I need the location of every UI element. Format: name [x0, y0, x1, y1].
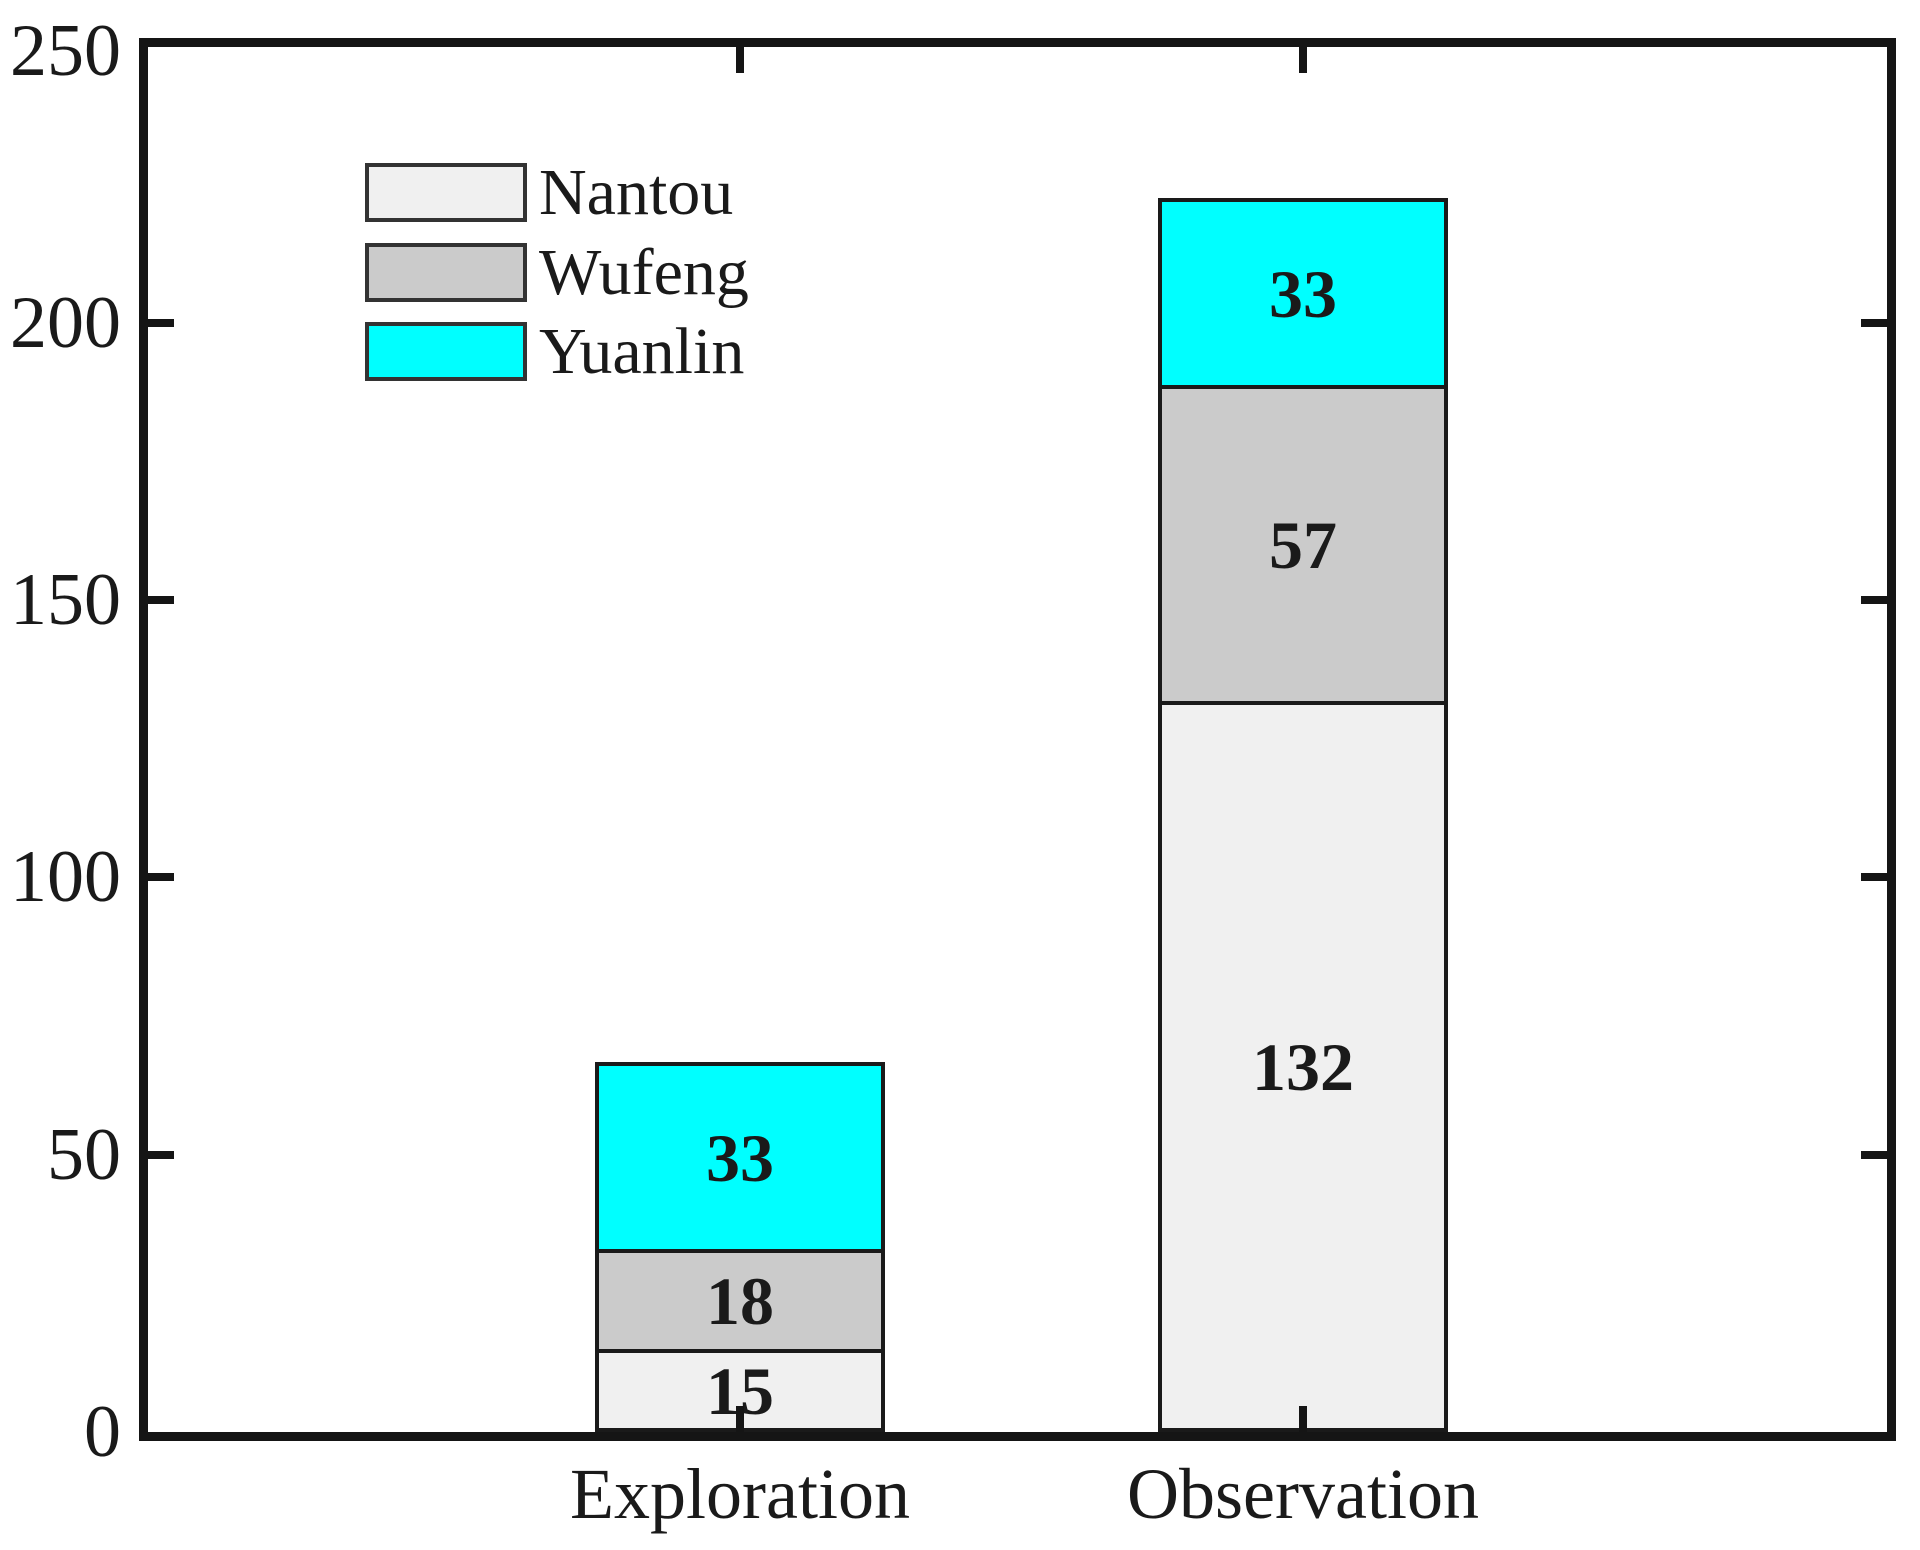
x-tick-bottom-observation: [1299, 1406, 1307, 1432]
bar-segment-observation-nantou: 132: [1162, 701, 1444, 1428]
y-tick-label-100: 100: [10, 836, 121, 918]
bar-observation: 33 57 132: [1158, 198, 1448, 1432]
x-tick-top-exploration: [736, 47, 744, 73]
bar-segment-observation-wufeng: 57: [1162, 385, 1444, 701]
y-tick-label-0: 0: [84, 1391, 121, 1473]
bar-segment-exploration-yuanlin: 33: [599, 1066, 881, 1249]
bar-value-label: 57: [1269, 507, 1337, 583]
x-tick-label-observation: Observation: [1127, 1454, 1479, 1534]
legend-label-nantou: Nantou: [539, 155, 734, 229]
bar-value-label: 18: [706, 1263, 774, 1339]
x-tick-label-exploration: Exploration: [570, 1454, 910, 1534]
bar-segment-exploration-wufeng: 18: [599, 1249, 881, 1349]
bar-value-label: 33: [706, 1119, 774, 1196]
y-tick-right-150: [1861, 596, 1887, 604]
legend-swatch-yuanlin: [365, 322, 527, 381]
y-tick-right-200: [1861, 319, 1887, 327]
legend-row-wufeng: Wufeng: [365, 239, 749, 305]
y-tick-right-50: [1861, 1151, 1887, 1159]
y-tick-left-50: [148, 1151, 174, 1159]
legend-label-yuanlin: Yuanlin: [539, 314, 745, 388]
bar-value-label: 33: [1269, 255, 1337, 332]
legend-swatch-wufeng: [365, 243, 527, 302]
x-tick-top-observation: [1299, 47, 1307, 73]
legend-swatch-nantou: [365, 163, 527, 222]
legend-row-yuanlin: Yuanlin: [365, 318, 744, 384]
y-tick-right-100: [1861, 873, 1887, 881]
y-tick-left-200: [148, 319, 174, 327]
legend-label-wufeng: Wufeng: [539, 235, 749, 309]
bar-value-label: 132: [1252, 1028, 1354, 1105]
bar-exploration: 33 18 15: [595, 1062, 885, 1432]
y-tick-label-200: 200: [10, 282, 121, 364]
y-tick-left-100: [148, 873, 174, 881]
y-tick-label-150: 150: [10, 559, 121, 641]
legend-row-nantou: Nantou: [365, 159, 733, 225]
x-tick-bottom-exploration: [736, 1406, 744, 1432]
y-tick-label-250: 250: [10, 10, 121, 92]
y-tick-label-50: 50: [47, 1114, 121, 1196]
bar-segment-observation-yuanlin: 33: [1162, 202, 1444, 385]
y-tick-left-150: [148, 596, 174, 604]
